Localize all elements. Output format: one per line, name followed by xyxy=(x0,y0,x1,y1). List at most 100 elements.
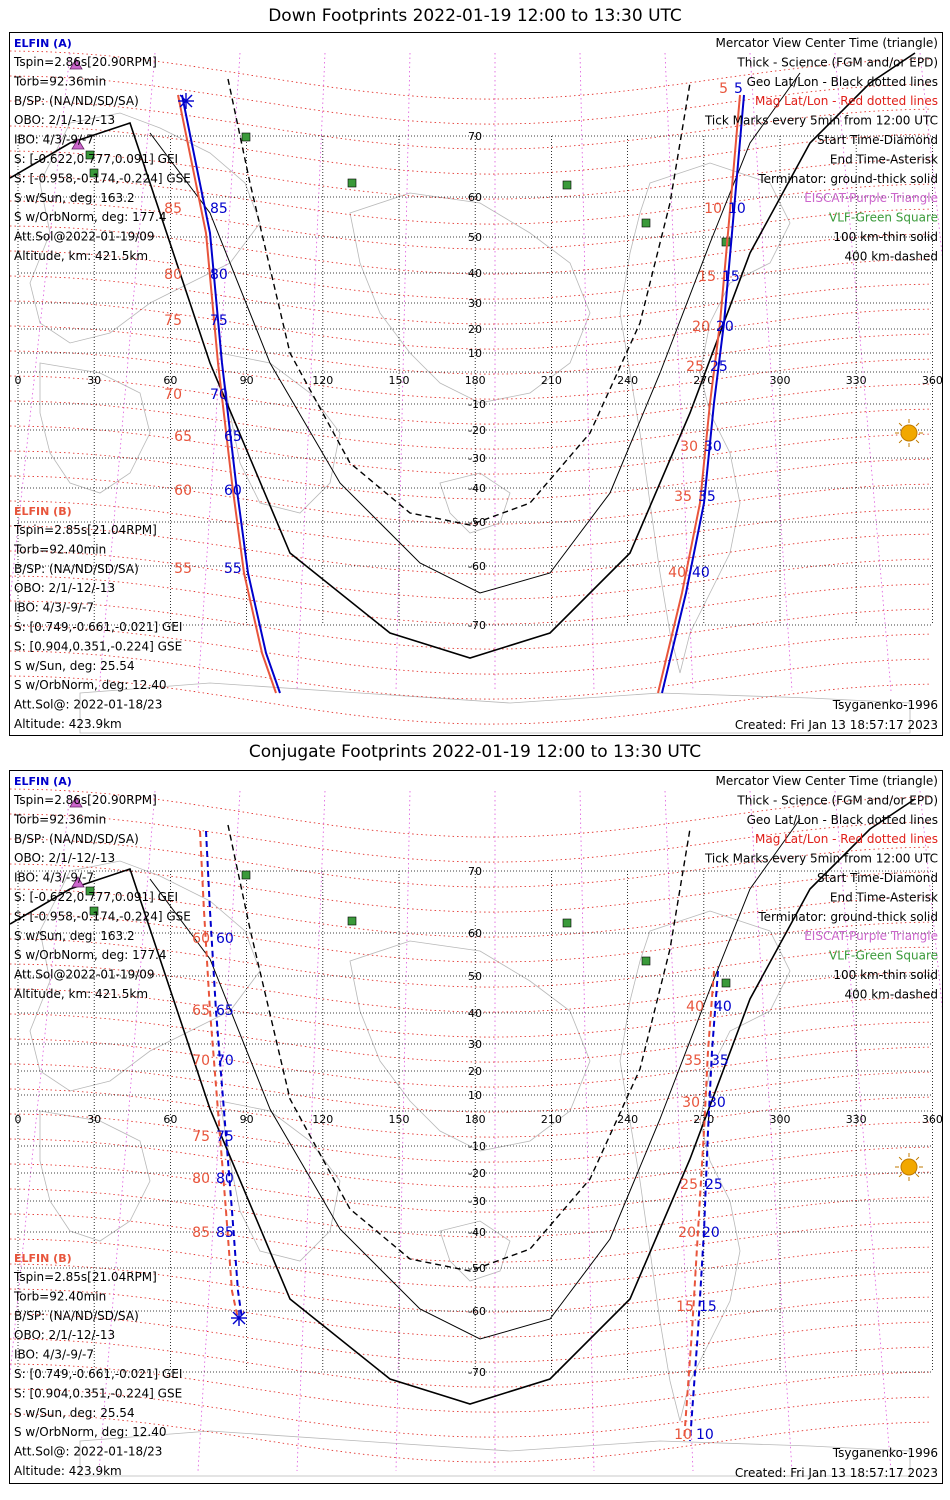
legend-entry: Mag Lat/Lon - Red dotted lines xyxy=(755,832,938,846)
conjugate-title: Conjugate Footprints 2022-01-19 12:00 to… xyxy=(248,742,702,762)
legend-entry: 400 km-dashed xyxy=(844,249,938,263)
down-footprints-map: 0 30 60 90 120 150 180 210 240 270 300 330 360 70 60 50… xyxy=(9,32,943,736)
elfin-a-info: S: [-0.622,0.777,0.091] GEI xyxy=(14,890,178,904)
sun-ray xyxy=(898,1156,903,1161)
mag-lat-line xyxy=(10,863,931,913)
mag-lon-line xyxy=(664,790,694,1472)
elfin-b-info: S w/OrbNorm, deg: 12.40 xyxy=(14,1425,166,1439)
tick-label-a: 40 xyxy=(692,565,710,581)
elfin-b-info: S w/OrbNorm, deg: 12.40 xyxy=(14,678,166,692)
mag-lat-line xyxy=(10,250,931,300)
tick-label-b: 60 xyxy=(192,931,210,947)
lon-label: 330 xyxy=(846,374,867,387)
lon-label: 330 xyxy=(846,1113,867,1126)
vlf-station-square xyxy=(641,218,651,228)
legend-entry: Thick - Science (FGM and/or EPD) xyxy=(736,55,938,69)
vlf-station-square xyxy=(347,178,357,188)
mag-lat-line xyxy=(10,175,931,225)
elfin-b-info: Torb=92.40min xyxy=(13,542,106,556)
lat-label: -30 xyxy=(468,1195,486,1208)
elfin-a-info: S: [-0.622,0.777,0.091] GEI xyxy=(14,152,178,166)
legend-entry: Terminator: ground-thick solid xyxy=(757,172,938,186)
sun-ray xyxy=(915,1173,920,1178)
mag-lat-line xyxy=(10,1363,931,1413)
tick-label-a: 55 xyxy=(224,561,242,577)
elfin-a-info: OBO: 2/1/-12/-13 xyxy=(14,113,115,127)
mag-lat-line xyxy=(10,1238,931,1288)
mag-lat-line xyxy=(10,1413,931,1463)
lon-label: 300 xyxy=(770,374,791,387)
elfin-a-info: Altitude, km: 421.5km xyxy=(14,987,148,1001)
mag-lat-line xyxy=(10,913,931,963)
elfin-b-info: Att.Sol@: 2022-01-18/23 xyxy=(14,698,162,712)
vlf-station-square xyxy=(85,886,95,896)
tick-label-a: 30 xyxy=(704,439,722,455)
mag-lat-line xyxy=(10,125,931,175)
tick-label-b: 25 xyxy=(686,359,704,375)
elfin-b-info: B/SP: (NA/ND/SD/SA) xyxy=(14,1309,139,1323)
eiscat-triangle xyxy=(71,876,85,888)
lat-label: 60 xyxy=(468,927,482,940)
lon-label: 360 xyxy=(922,1113,942,1126)
tick-label-b: 70 xyxy=(164,387,182,403)
elfin-a-info: S w/Sun, deg: 163.2 xyxy=(14,191,135,205)
conjugate-footprints-map: 0 30 60 90 120 150 180 210 240 270 300 330 360 70 60 50… xyxy=(9,770,943,1484)
elfin-a-info: Torb=92.36min xyxy=(13,812,106,826)
tick-label-a: 85 xyxy=(210,201,228,217)
lat-label: -10 xyxy=(468,398,486,411)
vlf-station-square xyxy=(721,978,731,988)
elfin-b-info: OBO: 2/1/-12/-13 xyxy=(14,581,115,595)
elfin-a-info: Altitude, km: 421.5km xyxy=(14,249,148,263)
landmass-outline xyxy=(29,860,261,1092)
model-label: Tsyganenko-1996 xyxy=(832,698,938,712)
legend-entry: Mag Lat/Lon - Red dotted lines xyxy=(755,94,938,108)
tick-label-a: 65 xyxy=(224,429,242,445)
tick-label-a: 25 xyxy=(710,359,728,375)
lat-label: 30 xyxy=(468,297,482,310)
mag-lat-line xyxy=(10,1088,931,1138)
tick-label-b: 70 xyxy=(192,1053,210,1069)
mag-lon-line xyxy=(395,52,411,692)
tick-label-a: 10 xyxy=(728,201,746,217)
lon-label: 150 xyxy=(389,1113,410,1126)
mag-lat-line xyxy=(10,500,931,550)
elfin-b-info: S: [0.904,0.351,-0.224] GSE xyxy=(14,639,182,653)
mag-lat-line xyxy=(10,1013,931,1063)
tick-label-a: 85 xyxy=(216,1225,234,1241)
mag-lat-line xyxy=(10,200,931,250)
tick-label-b: 35 xyxy=(674,489,692,505)
tick-label-a: 70 xyxy=(216,1053,234,1069)
lat-label: 50 xyxy=(468,231,482,244)
mag-lat-line xyxy=(10,475,931,525)
mag-lat-line xyxy=(10,963,931,1013)
mag-lon-line xyxy=(296,52,326,692)
terminator-ground-line xyxy=(10,798,916,1405)
mag-lat-line xyxy=(10,400,931,450)
mag-lat-line xyxy=(10,838,931,888)
mag-lat-line xyxy=(10,1138,931,1188)
elfin-b-info: S w/Sun, deg: 25.54 xyxy=(14,1406,135,1420)
lat-label: -30 xyxy=(468,452,486,465)
mag-lat-line xyxy=(10,525,931,575)
elfin-a-track-east xyxy=(689,970,719,1442)
lat-label: -60 xyxy=(468,1305,486,1318)
elfin-a-label: ELFIN (A) xyxy=(14,37,72,50)
tick-label-a: 75 xyxy=(210,313,228,329)
tick-label-a: 60 xyxy=(216,931,234,947)
lon-label: 0 xyxy=(15,1113,22,1126)
mag-lon-line xyxy=(197,790,241,1472)
elfin-b-label: ELFIN (B) xyxy=(14,505,72,518)
mag-lat-line xyxy=(10,75,931,125)
mag-lon-line xyxy=(834,790,892,1472)
lon-label: 180 xyxy=(465,374,486,387)
tick-label-b: 85 xyxy=(192,1225,210,1241)
elfin-a-info: Att.Sol@2022-01-19/09 xyxy=(14,230,155,244)
down-map-canvas: 0 30 60 90 120 150 180 210 240 270 300 330 360706050… xyxy=(10,36,942,734)
created-label: Created: Fri Jan 13 18:57:17 2023 xyxy=(735,1466,938,1480)
lon-label: 300 xyxy=(770,1113,791,1126)
mag-lat-line xyxy=(10,625,931,675)
legend-entry: Mercator View Center Time (triangle) xyxy=(716,774,938,788)
elfin-a-track-east xyxy=(661,94,745,694)
vlf-station-square xyxy=(562,918,572,928)
legend-entry: End Time-Asterisk xyxy=(830,152,938,166)
